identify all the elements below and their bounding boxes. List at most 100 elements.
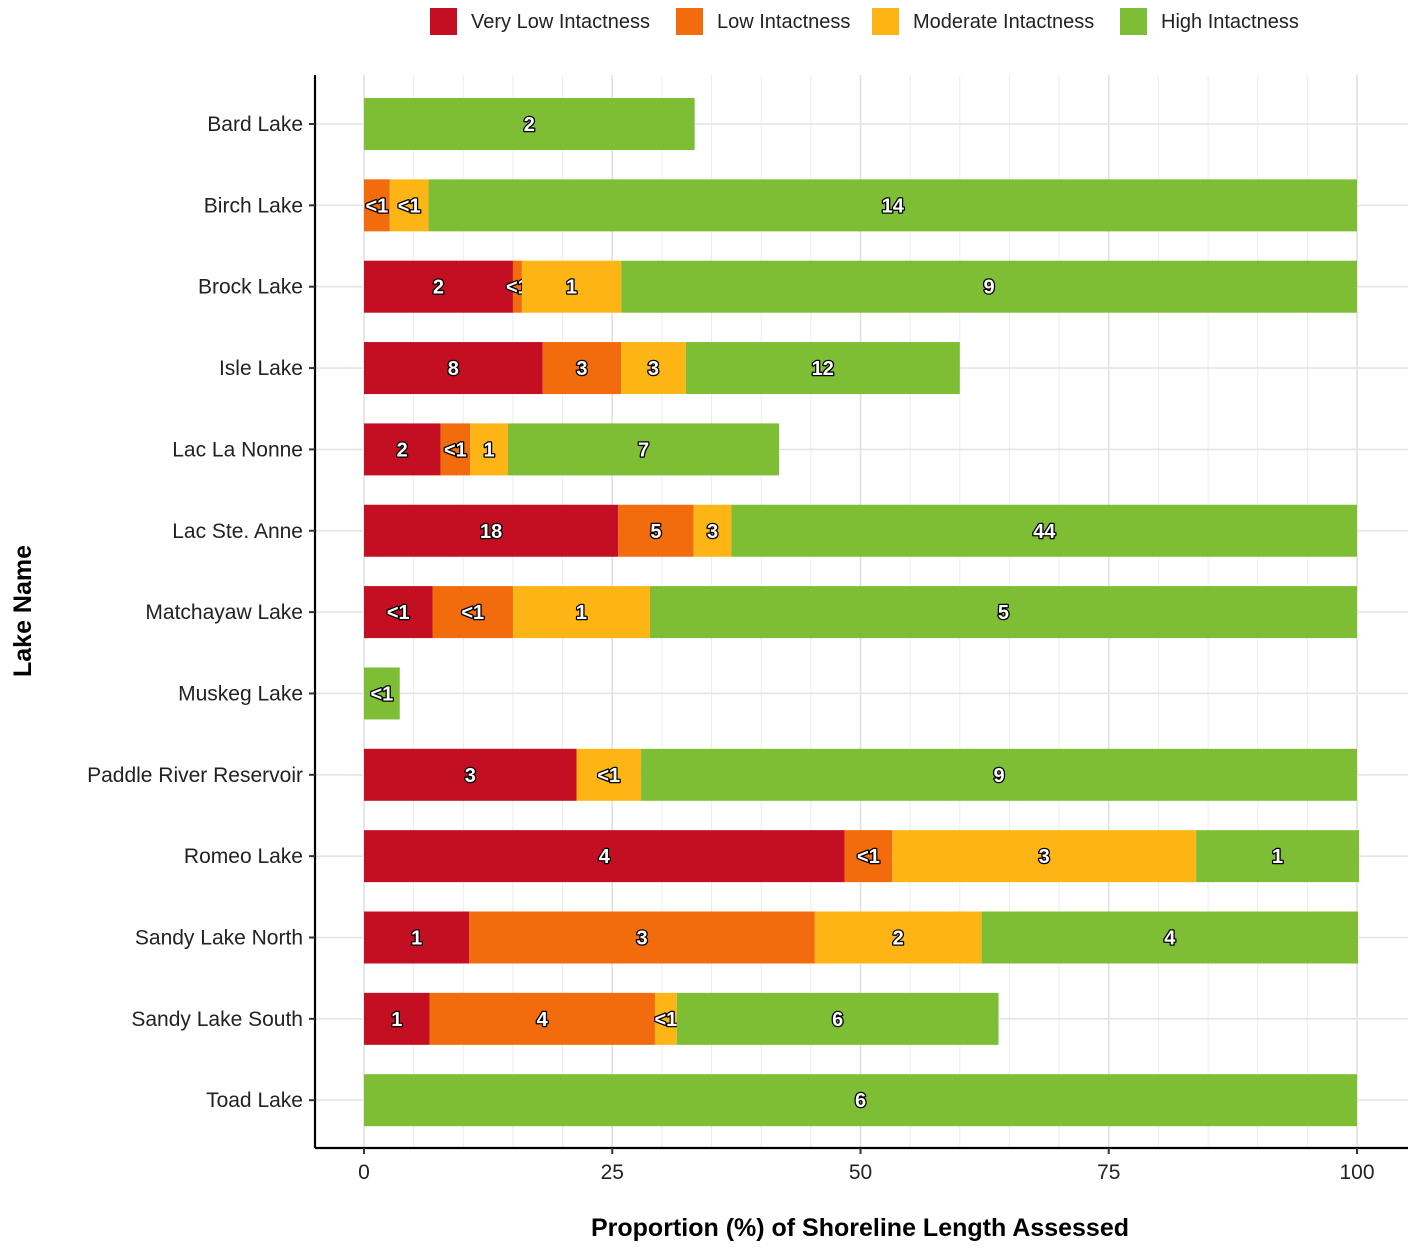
data-label: 1: [1272, 846, 1283, 868]
bar-segment: [621, 260, 1357, 313]
bar-segment: [981, 911, 1358, 964]
bar-segment: [654, 992, 677, 1045]
bar-segment: [429, 992, 655, 1045]
bars-layer: 2<1 <1 142 <1 1 98 3 3 122 <1 1 718 5 3 44<1 <1 1 5<13 <1 9…: [364, 98, 1359, 1127]
bar-segment: [512, 260, 522, 313]
data-label: 8: [448, 358, 459, 380]
bar-segment: [364, 1074, 1357, 1127]
bar-segment: [364, 992, 430, 1045]
data-label: 2: [524, 114, 535, 136]
y-tick-label: Brock Lake: [198, 276, 303, 299]
data-label: 3: [1039, 846, 1050, 868]
data-label: 4: [599, 846, 611, 868]
data-label: <1: [654, 1009, 677, 1031]
bar-segment: [649, 586, 1357, 639]
data-label: 18: [480, 521, 502, 543]
x-tick-label: 100: [1339, 1161, 1374, 1184]
y-tick-label: Lac La Nonne: [172, 438, 303, 461]
bar-segment: [844, 830, 893, 883]
data-label: 6: [855, 1090, 866, 1112]
x-tick-label: 25: [601, 1161, 624, 1184]
bar-segment: [364, 342, 543, 395]
bar-segment: [428, 179, 1357, 232]
legend-swatch: [676, 8, 703, 35]
bar-segment: [576, 748, 642, 801]
bar-segment: [364, 260, 513, 313]
data-label: 1: [576, 602, 587, 624]
bar-segment: [618, 504, 694, 557]
bar-segment: [641, 748, 1357, 801]
x-tick-label: 75: [1097, 1161, 1120, 1184]
y-tick-label: Muskeg Lake: [178, 682, 303, 705]
bar-segment: [470, 423, 508, 476]
data-label: <1: [398, 195, 421, 217]
legend-label: Very Low Intactness: [471, 11, 650, 33]
bar-segment: [507, 423, 780, 476]
bar-segment: [364, 667, 400, 720]
x-axis-title: Proportion (%) of Shoreline Length Asses…: [591, 1214, 1129, 1242]
data-label: 14: [882, 195, 905, 217]
data-label: <1: [366, 195, 389, 217]
legend-label: Low Intactness: [717, 11, 850, 33]
x-tick-label: 50: [849, 1161, 872, 1184]
data-label: <1: [461, 602, 484, 624]
bar-segment: [676, 992, 999, 1045]
data-label: 6: [832, 1009, 843, 1031]
bar-segment: [512, 586, 650, 639]
y-tick-label: Bard Lake: [207, 113, 303, 136]
y-tick-label: Romeo Lake: [184, 845, 303, 868]
data-label: 1: [411, 928, 422, 950]
bar-segment: [621, 342, 686, 395]
y-tick-label: Toad Lake: [206, 1089, 303, 1112]
bar-segment: [364, 830, 845, 883]
data-label: 1: [566, 277, 577, 299]
legend-label: Moderate Intactness: [913, 11, 1094, 33]
data-label: 44: [1033, 521, 1056, 543]
legend-swatch: [430, 8, 457, 35]
data-label: 9: [993, 765, 1004, 787]
data-label: 3: [465, 765, 476, 787]
data-label: <1: [387, 602, 410, 624]
bar-segment: [364, 98, 695, 150]
bar-segment: [364, 423, 441, 476]
data-label: <1: [444, 439, 467, 461]
data-label: 4: [1164, 928, 1176, 950]
bar-segment: [440, 423, 471, 476]
data-label: 3: [707, 521, 718, 543]
data-label: 7: [638, 439, 649, 461]
bar-segment: [731, 504, 1357, 557]
data-label: <1: [857, 846, 880, 868]
bar-segment: [364, 911, 470, 964]
data-label: 5: [650, 521, 661, 543]
data-label: 3: [576, 358, 587, 380]
bar-segment: [364, 504, 619, 557]
legend-swatch: [1120, 8, 1147, 35]
data-label: 2: [397, 439, 408, 461]
legend-label: High Intactness: [1161, 11, 1299, 33]
y-tick-label: Lac Ste. Anne: [172, 520, 303, 543]
data-label: 4: [537, 1009, 549, 1031]
data-label: 2: [893, 928, 904, 950]
data-label: <1: [597, 765, 620, 787]
bar-segment: [1196, 830, 1359, 883]
data-label: 3: [648, 358, 659, 380]
y-axis-title: Lake Name: [9, 545, 37, 677]
bar-segment: [814, 911, 982, 964]
y-tick-label: Isle Lake: [219, 357, 303, 380]
y-tick-label: Matchayaw Lake: [145, 601, 303, 624]
data-label: 3: [636, 928, 647, 950]
data-label: 1: [391, 1009, 402, 1031]
bar-segment: [521, 260, 622, 313]
bar-segment: [693, 504, 732, 557]
bar-segment: [364, 586, 433, 639]
data-label: <1: [370, 683, 393, 705]
bar-segment: [389, 179, 429, 232]
data-label: 1: [484, 439, 495, 461]
data-label: 5: [998, 602, 1009, 624]
legend-swatch: [872, 8, 899, 35]
y-tick-label: Sandy Lake North: [135, 927, 303, 950]
data-label: 9: [984, 277, 995, 299]
y-tick-label: Birch Lake: [204, 194, 303, 217]
